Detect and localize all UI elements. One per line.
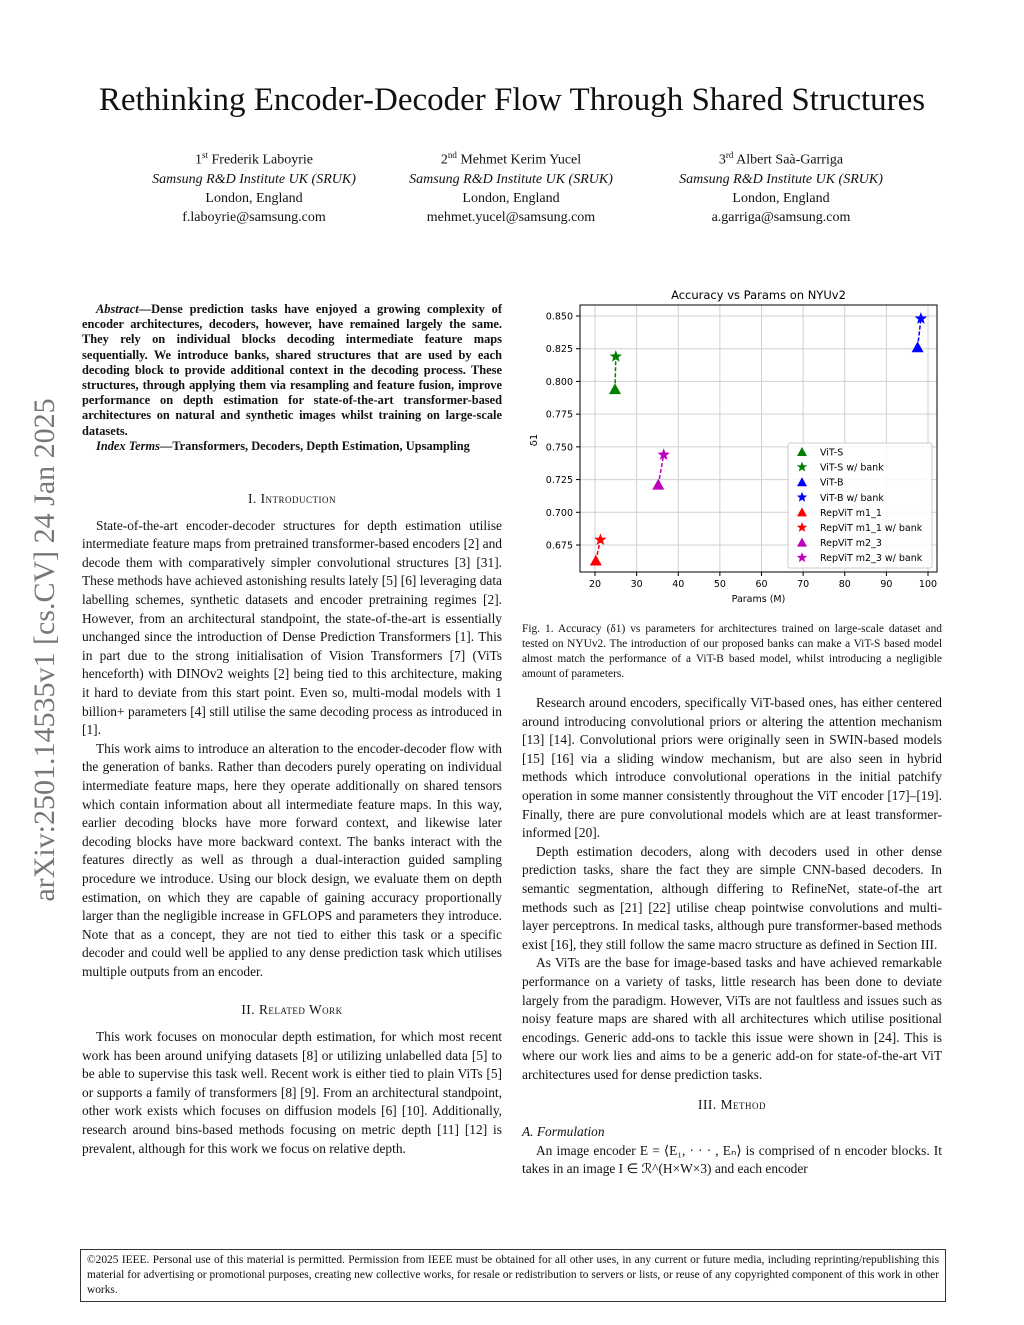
- x-tick-label: 100: [919, 579, 937, 590]
- legend-label: ViT-B: [820, 478, 843, 489]
- paragraph: This work aims to introduce an alteratio…: [82, 740, 502, 979]
- paragraph: Depth estimation decoders, along with de…: [522, 843, 942, 952]
- legend-label: RepViT m1_1 w/ bank: [820, 523, 923, 534]
- paragraph: This work focuses on monocular depth est…: [82, 1029, 502, 1156]
- author-email[interactable]: f.laboyrie@samsung.com: [182, 209, 326, 225]
- data-point-star: [914, 312, 928, 324]
- y-tick-label: 0.850: [546, 312, 573, 323]
- connector-line: [657, 454, 665, 485]
- x-axis-label: Params (M): [732, 594, 786, 605]
- subsection-heading: A. Formulation: [522, 1124, 605, 1140]
- author-location: London, England: [205, 190, 303, 206]
- data-point-star: [609, 350, 622, 362]
- section-heading: I. Introduction: [247, 491, 337, 507]
- legend-marker-triangle: [797, 477, 807, 487]
- paragraph: Research around encoders, specifically V…: [522, 695, 942, 841]
- accuracy-vs-params-chart: 20 30 40 50 60 70 80 90 100 0.675 0.700 0.725 0.750 0…: [529, 288, 938, 605]
- x-tick-label: 60: [755, 579, 767, 590]
- section-heading: II. Related Work: [241, 1002, 343, 1018]
- legend-marker-star: [796, 552, 808, 563]
- author-affiliation: Samsung R&D Institute UK (SRUK): [409, 171, 613, 187]
- paragraph: State-of-the-art encoder-decoder structu…: [82, 517, 502, 738]
- author-name: Frederik Laboyrie: [211, 152, 313, 168]
- legend-label: RepViT m2_3: [820, 538, 882, 549]
- author-affiliation: Samsung R&D Institute UK (SRUK): [152, 171, 356, 187]
- author-block: 2nd Mehmet Kerim Yucel Samsung R&D Insti…: [381, 146, 641, 227]
- x-tick-label: 30: [631, 579, 643, 590]
- data-point-triangle: [652, 478, 665, 490]
- legend-label: RepViT m1_1: [820, 508, 882, 519]
- author-name: Mehmet Kerim Yucel: [460, 152, 582, 168]
- legend-marker-triangle: [797, 507, 807, 517]
- data-point-triangle: [608, 383, 621, 395]
- y-tick-label: 0.825: [546, 344, 573, 355]
- x-tick-label: 20: [589, 579, 601, 590]
- legend-marker-star: [796, 461, 808, 472]
- paragraph: As ViTs are the base for image-based tas…: [522, 955, 942, 1082]
- left-column: Abstract—Dense prediction tasks have enj…: [82, 302, 502, 1158]
- connector-line: [916, 318, 922, 348]
- data-point-triangle: [911, 341, 924, 353]
- author-block: 3rd Albert Saà-Garriga Samsung R&D Insti…: [651, 146, 911, 227]
- index-terms: —Transformers, Decoders, Depth Estimatio…: [159, 438, 470, 453]
- y-tick-label: 0.775: [546, 410, 573, 421]
- author-location: London, England: [732, 190, 830, 206]
- legend-label: ViT-S w/ bank: [820, 463, 884, 474]
- plot-frame: [579, 304, 938, 573]
- data-point-star: [594, 533, 607, 545]
- y-axis-label: δ1: [529, 434, 540, 446]
- y-tick-label: 0.800: [546, 377, 573, 388]
- abstract: Abstract—Dense prediction tasks have enj…: [82, 302, 502, 454]
- y-tick-label: 0.675: [546, 541, 573, 552]
- connector-line: [614, 356, 617, 390]
- x-tick-label: 40: [672, 579, 684, 590]
- author-affiliation: Samsung R&D Institute UK (SRUK): [679, 171, 883, 187]
- copyright-notice: ©2025 IEEE. Personal use of this materia…: [80, 1249, 946, 1302]
- figure-caption: Fig. 1. Accuracy (δ1) vs parameters for …: [522, 623, 942, 680]
- author-email[interactable]: mehmet.yucel@samsung.com: [426, 209, 596, 225]
- legend-label: RepViT m2_3 w/ bank: [820, 553, 923, 564]
- paper-title: Rethinking Encoder-Decoder Flow Through …: [98, 82, 926, 118]
- paragraph: An image encoder E = ⟨E₁, · · · , Eₙ⟩ is…: [522, 1142, 942, 1177]
- right-column: Fig. 1. Accuracy (δ1) vs parameters for …: [522, 622, 942, 1179]
- data-point-triangle: [589, 554, 602, 566]
- author-name: Albert Saà-Garriga: [736, 152, 844, 168]
- section-heading: III. Method: [698, 1097, 766, 1113]
- legend-marker-triangle: [797, 447, 807, 456]
- x-tick-label: 90: [880, 579, 892, 590]
- legend-label: ViT-S: [820, 448, 843, 459]
- legend-marker-triangle: [797, 537, 807, 547]
- abstract-label: Abstract: [96, 302, 139, 316]
- legend-marker-star: [796, 522, 808, 532]
- legend-box: [787, 442, 933, 569]
- data-point-star: [657, 448, 670, 460]
- legend-label: ViT-B w/ bank: [820, 493, 884, 504]
- arxiv-identifier: arXiv:2501.14535v1 [cs.CV] 24 Jan 2025: [28, 398, 61, 902]
- author-email[interactable]: a.garriga@samsung.com: [711, 209, 851, 225]
- legend-marker-star: [796, 491, 808, 502]
- abstract-text: —Dense prediction tasks have enjoyed a g…: [82, 302, 502, 438]
- y-tick-label: 0.750: [546, 442, 573, 453]
- y-tick-label: 0.725: [546, 475, 573, 486]
- x-tick-label: 80: [839, 579, 851, 590]
- x-tick-label: 70: [797, 579, 809, 590]
- y-tick-label: 0.700: [546, 508, 573, 519]
- chart-title: Accuracy vs Params on NYUv2: [671, 288, 846, 302]
- x-tick-label: 50: [714, 579, 726, 590]
- author-location: London, England: [462, 190, 560, 206]
- author-block: 1st Frederik Laboyrie Samsung R&D Instit…: [124, 146, 384, 227]
- index-terms-label: Index Terms: [96, 438, 160, 453]
